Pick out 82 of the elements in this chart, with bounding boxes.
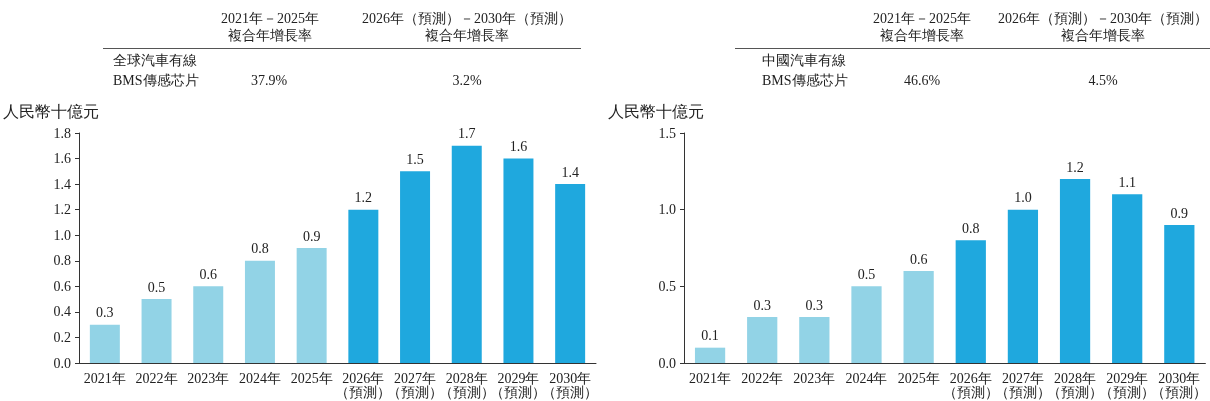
- text: 全球汽車有線: [113, 52, 197, 69]
- x-tick-label: 2021年: [83, 370, 126, 386]
- bar: [1164, 225, 1195, 363]
- bar: [555, 184, 586, 363]
- text: 複合年增長率: [425, 27, 509, 44]
- y-tick-label: 0.8: [53, 253, 71, 269]
- text: 複合年增長率: [228, 27, 312, 44]
- bar: [694, 347, 726, 363]
- x-tick-label: 2023年: [187, 370, 230, 386]
- text: 2026年（預測）－2030年（預測）: [362, 10, 572, 27]
- data-label: 0.5: [147, 279, 166, 295]
- data-label: 0.8: [962, 220, 980, 236]
- y-tick-label: 1.2: [53, 202, 71, 218]
- data-label: 1.4: [561, 164, 579, 180]
- y-tick-label: 1.5: [658, 125, 676, 141]
- y-tick-label: 0.0: [658, 355, 676, 371]
- data-label: 0.9: [1170, 205, 1189, 221]
- bar: [955, 240, 986, 363]
- bar: [451, 145, 482, 363]
- bar: [1059, 179, 1091, 363]
- y-tick-label: 1.4: [53, 176, 71, 192]
- y-tick-label: 1.8: [53, 125, 71, 141]
- y-tick-label: 0.4: [53, 304, 71, 320]
- y-tick-label: 0.2: [53, 329, 71, 345]
- text: BMS傳感芯片: [762, 72, 848, 89]
- x-tick-label: 2025年: [897, 370, 940, 386]
- data-label: 0.3: [96, 305, 114, 321]
- text: 中國汽車有線: [762, 52, 846, 69]
- x-tick-label: 2021年: [689, 370, 732, 386]
- text: 4.5%: [1088, 72, 1118, 89]
- bar: [89, 324, 120, 363]
- y-tick-label: 0.0: [53, 355, 71, 371]
- bar: [1112, 194, 1143, 363]
- data-label: 0.9: [302, 228, 321, 244]
- bar: [903, 271, 934, 363]
- bar: [348, 209, 379, 363]
- bar: [747, 317, 778, 363]
- text: 3.2%: [452, 72, 482, 89]
- data-label: 1.6: [509, 139, 528, 155]
- y-tick-label: 0.5: [658, 278, 676, 294]
- data-label: 0.8: [251, 241, 269, 257]
- text: 複合年增長率: [1061, 27, 1145, 44]
- data-label: 1.2: [1066, 159, 1084, 175]
- y-tick-label: 1.0: [53, 227, 71, 243]
- y-tick-label: 0.6: [53, 278, 71, 294]
- data-label: 0.6: [199, 266, 217, 282]
- data-label: 0.6: [909, 251, 928, 267]
- data-label: 1.2: [354, 190, 373, 206]
- bar: [400, 171, 431, 363]
- bar: [141, 299, 172, 363]
- text: 2026年（預測）－2030年（預測）: [998, 10, 1208, 27]
- x-tick-label: 2025年: [290, 370, 333, 386]
- data-label: 1.5: [406, 151, 424, 167]
- x-tick-label: 2024年: [238, 370, 281, 386]
- x-tick-label: 2024年: [845, 370, 888, 386]
- data-label: 1.7: [458, 126, 476, 142]
- y-axis-title: 人民幣十億元: [3, 102, 99, 120]
- bar: [296, 248, 327, 363]
- x-tick-label: 2022年: [135, 370, 178, 386]
- text: 2021年－2025年: [873, 10, 971, 27]
- data-label: 0.3: [753, 297, 771, 313]
- data-label: 0.3: [805, 297, 824, 313]
- y-tick-label: 1.0: [658, 202, 676, 218]
- bar: [1007, 209, 1039, 363]
- text: 46.6%: [903, 72, 941, 89]
- bar: [799, 317, 830, 363]
- data-label: 1.1: [1118, 174, 1136, 190]
- bar: [193, 286, 224, 363]
- bar: [503, 158, 534, 363]
- y-tick-label: 1.6: [53, 151, 71, 167]
- text: 複合年增長率: [880, 27, 964, 44]
- data-label: 0.1: [701, 328, 719, 344]
- text: 37.9%: [250, 72, 288, 89]
- x-tick-label: 2022年: [741, 370, 784, 386]
- bar: [244, 260, 275, 363]
- text: 2021年－2025年: [221, 10, 319, 27]
- data-label: 1.0: [1014, 190, 1032, 206]
- x-tick-label: 2023年: [793, 370, 836, 386]
- y-axis-title: 人民幣十億元: [608, 102, 704, 120]
- data-label: 0.5: [857, 266, 876, 282]
- bar: [851, 286, 882, 363]
- text: BMS傳感芯片: [113, 72, 199, 89]
